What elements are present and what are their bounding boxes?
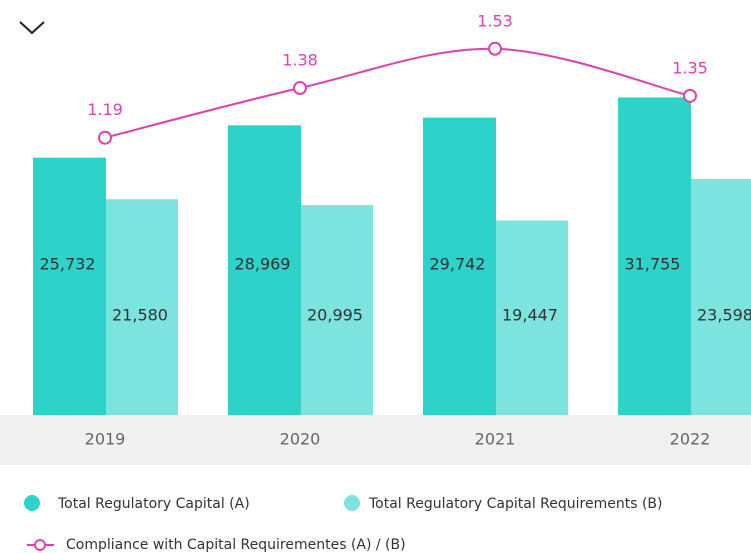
ratio-point [293,81,307,96]
bar-label: 23,598 [697,306,751,325]
ratio-point [98,130,112,145]
bar [301,205,373,415]
ratio-label: 1.38 [282,51,318,70]
dropdown-icon[interactable] [19,21,45,35]
legend-label: Compliance with Capital Requirementes (A… [66,537,406,553]
bar [33,157,106,415]
ratio-label: 1.19 [87,100,123,119]
legend-label: Total Regulatory Capital Requirements (B… [368,496,662,512]
ratio-label: 1.53 [477,11,513,30]
ratio-point [488,41,502,56]
x-tick-label: 2019 [85,430,126,449]
bar-label: 28,969 [235,255,291,274]
bar-label: 19,447 [502,306,558,325]
legend-label: Total Regulatory Capital (A) [57,496,250,512]
bar [691,179,751,415]
ratio-label: 1.35 [672,58,708,77]
bar-label: 21,580 [112,306,168,325]
bar [618,97,691,415]
legend-swatch [24,495,40,511]
legend-swatch [344,495,360,511]
x-tick-label: 2020 [280,430,321,449]
bar [496,220,568,415]
bar [423,117,496,415]
bar-label: 25,732 [40,255,96,274]
x-tick-label: 2021 [475,430,516,449]
bar-label: 31,755 [625,255,681,274]
bar [106,199,178,415]
x-tick-label: 2022 [670,430,711,449]
legend-swatch [34,539,46,551]
bar-label: 20,995 [307,306,363,325]
bar [228,125,301,415]
x-axis-band [0,415,751,465]
ratio-point [683,88,697,103]
ratio-line [104,47,691,139]
bar-label: 29,742 [430,255,486,274]
